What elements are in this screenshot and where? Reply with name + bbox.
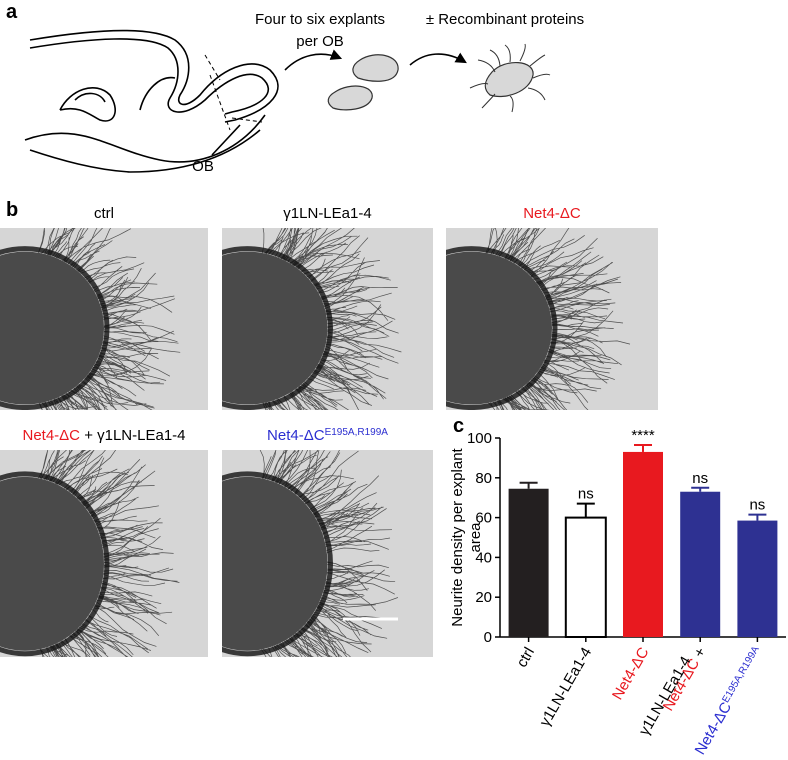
- y-axis-label: Neurite density per explant: [449, 447, 466, 626]
- significance: ****: [631, 427, 655, 444]
- step-text: ± Recombinant proteins: [426, 11, 584, 28]
- explant-shapes: [327, 54, 534, 111]
- image-title: γ1LN-LEa1-4: [283, 205, 371, 222]
- micrograph: [0, 228, 208, 410]
- label-part: ctrl: [513, 645, 538, 671]
- image-title: Net4-ΔCE195A,R199A: [267, 427, 388, 445]
- neurites: [38, 450, 180, 657]
- bar: [737, 520, 778, 637]
- micrograph: [0, 450, 208, 657]
- brain-diagram: [24, 29, 467, 173]
- x-tick-label: Net4-ΔC: [609, 644, 653, 702]
- label-part: E195A,R199A: [325, 427, 389, 438]
- bar: [680, 491, 721, 637]
- neurite-line: [519, 43, 526, 62]
- bar: [623, 451, 663, 637]
- neurites: [485, 228, 631, 410]
- step-text: per OB: [296, 33, 344, 50]
- micrograph: [222, 450, 433, 657]
- explant: [222, 251, 328, 405]
- x-tick-label: ctrl: [513, 645, 538, 671]
- explant: [0, 251, 104, 405]
- image-title: Net4-ΔC + γ1LN-LEa1-4: [22, 427, 185, 444]
- neurite-line: [529, 54, 546, 67]
- explant-rim: [446, 246, 558, 410]
- panel-label: a: [6, 1, 18, 23]
- explant-rim: [0, 246, 110, 410]
- micrograph: [446, 228, 658, 410]
- significance: ns: [692, 470, 708, 487]
- neurite-line: [509, 95, 514, 113]
- significance: ns: [749, 497, 765, 514]
- y-axis-label: area: [467, 522, 484, 553]
- image-title: Net4-ΔC: [523, 205, 581, 222]
- explant: [446, 251, 552, 405]
- explant-rim: [222, 471, 333, 657]
- label-part: Net4-ΔC: [523, 205, 581, 222]
- panel-label: b: [6, 199, 18, 221]
- micrograph: [222, 228, 433, 410]
- bar: [564, 516, 607, 638]
- neurite-sketch: [469, 43, 551, 113]
- neurites: [261, 228, 402, 410]
- label-part: ctrl: [94, 205, 114, 222]
- x-tick-label: γ1LN-LEa1-4: [536, 645, 595, 730]
- y-tick-label: 60: [475, 510, 492, 527]
- ob-label: OB: [192, 158, 214, 175]
- label-part: + γ1LN-LEa1-4: [80, 427, 185, 444]
- micrographs: [0, 228, 658, 657]
- label-part: Net4-ΔC: [22, 427, 80, 444]
- neurite-line: [469, 83, 489, 89]
- neurites: [259, 450, 399, 657]
- y-tick-label: 40: [475, 549, 492, 566]
- neurite-line: [504, 44, 511, 63]
- label-part: Net4-ΔC: [692, 699, 736, 757]
- label-part: Net4-ΔC: [267, 427, 325, 444]
- label-part: γ1LN-LEa1-4: [283, 205, 371, 222]
- image-title: ctrl: [94, 205, 114, 222]
- neurite-line: [489, 49, 501, 67]
- y-tick-label: 20: [475, 589, 492, 606]
- label-part: E195A,R199A: [720, 644, 761, 705]
- explant-rim: [222, 246, 333, 410]
- explant: [0, 476, 104, 651]
- panel-label: c: [453, 415, 464, 437]
- y-tick-label: 80: [475, 470, 492, 487]
- step-text: Four to six explants: [255, 11, 385, 28]
- neurite-line: [532, 73, 551, 79]
- explant: [222, 476, 328, 651]
- label-part: Net4-ΔC: [609, 644, 653, 702]
- neurite-line: [527, 87, 546, 101]
- significance: ns: [578, 486, 594, 503]
- neurites: [38, 228, 181, 410]
- bar: [508, 488, 549, 637]
- neurite-line: [481, 93, 496, 109]
- y-tick-label: 0: [484, 629, 492, 646]
- explant-rim: [0, 471, 110, 657]
- neurite-line: [477, 59, 496, 73]
- y-tick-label: 100: [467, 430, 492, 447]
- label-part: γ1LN-LEa1-4: [536, 645, 595, 730]
